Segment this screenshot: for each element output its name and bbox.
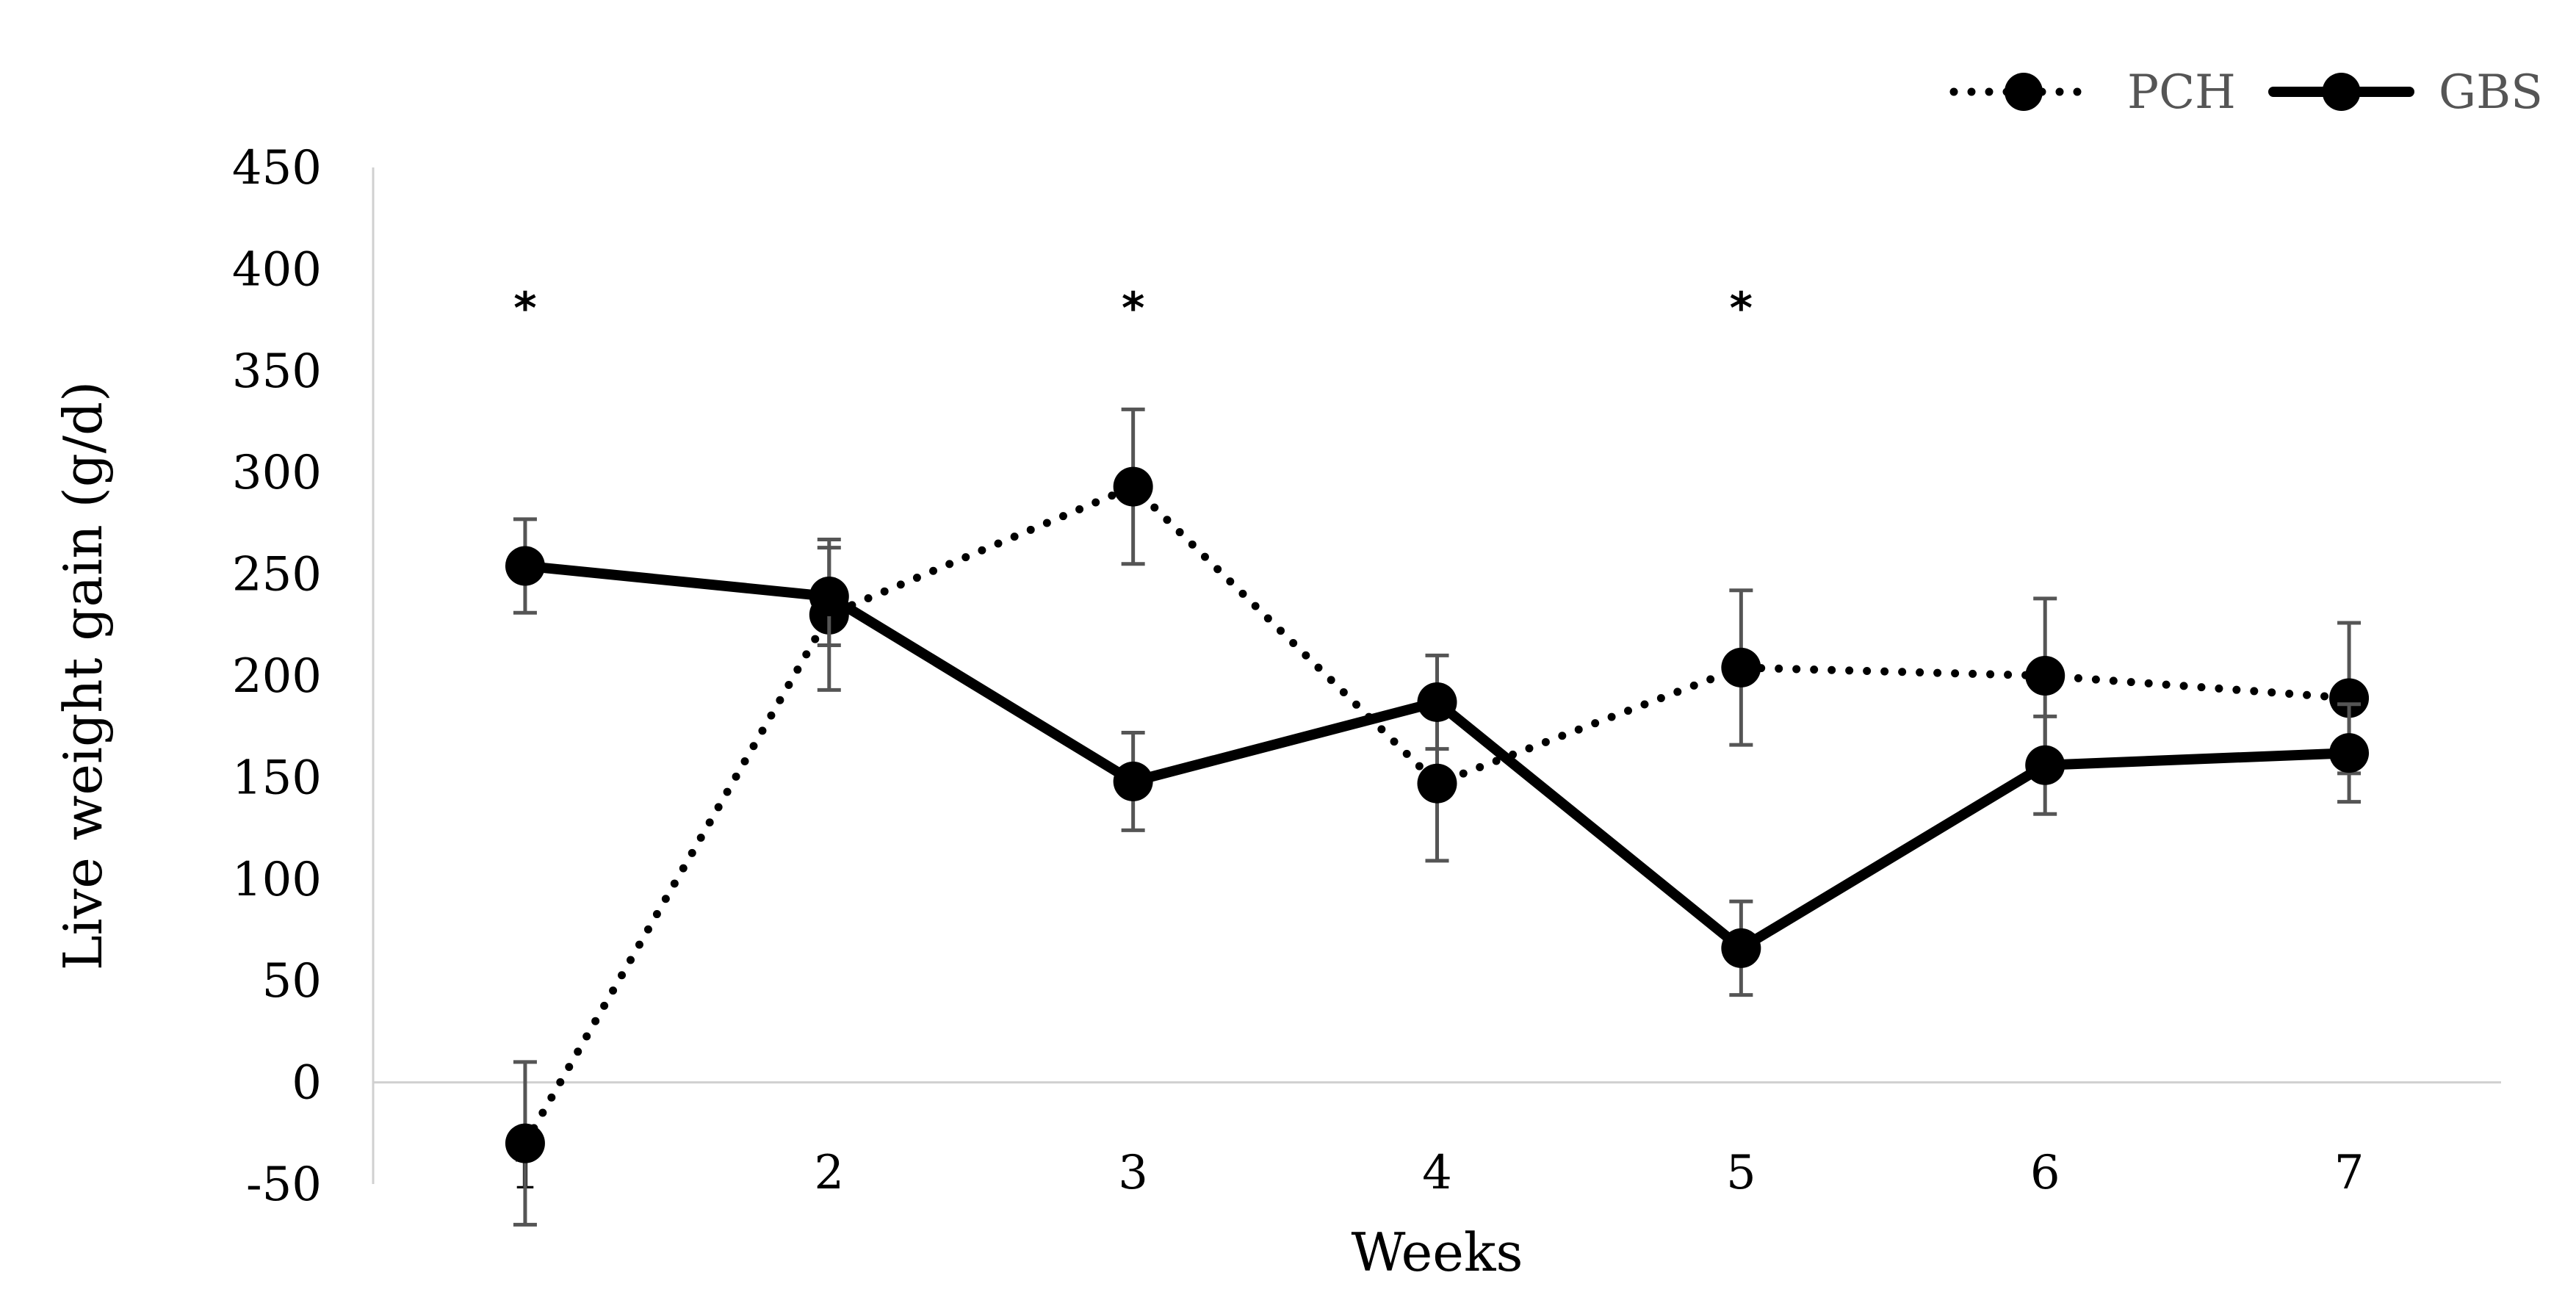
x-axis-title: Weeks bbox=[1352, 1221, 1523, 1283]
x-tick-label: 3 bbox=[1118, 1146, 1148, 1200]
x-tick-label: 7 bbox=[2334, 1146, 2364, 1200]
data-point bbox=[2025, 745, 2066, 785]
y-tick-label: 400 bbox=[232, 242, 322, 297]
data-point bbox=[809, 577, 849, 617]
y-tick-label: 200 bbox=[232, 649, 322, 704]
y-tick-label: 0 bbox=[292, 1056, 322, 1111]
data-point bbox=[1721, 928, 1761, 968]
y-tick-label: 300 bbox=[232, 446, 322, 500]
series-pch bbox=[505, 407, 2370, 1227]
series-layer bbox=[505, 407, 2370, 1227]
legend-marker-gbs bbox=[2322, 73, 2361, 111]
data-point bbox=[1417, 763, 1457, 804]
significance-marks: * * * bbox=[513, 283, 1753, 334]
y-tick-labels: -50 0 50 100 150 200 250 300 350 400 450 bbox=[232, 141, 322, 1212]
legend-marker-pch bbox=[2005, 73, 2043, 111]
significance-asterisk: * bbox=[1730, 283, 1753, 334]
y-tick-label: 150 bbox=[232, 751, 322, 805]
data-point bbox=[1113, 761, 1153, 801]
x-tick-label: 6 bbox=[2030, 1146, 2060, 1200]
data-point bbox=[505, 546, 545, 586]
legend: PCH GBS bbox=[1949, 65, 2543, 120]
x-tick-label: 2 bbox=[814, 1146, 844, 1200]
legend-label-gbs: GBS bbox=[2439, 65, 2543, 120]
y-tick-label: 100 bbox=[232, 853, 322, 907]
data-point bbox=[1417, 682, 1457, 722]
data-point bbox=[505, 1123, 545, 1163]
data-point bbox=[2025, 656, 2066, 696]
y-tick-label: -50 bbox=[246, 1158, 322, 1212]
series-gbs bbox=[505, 517, 2370, 997]
axes bbox=[372, 167, 2501, 1184]
y-tick-label: 350 bbox=[232, 344, 322, 399]
y-tick-label: 450 bbox=[232, 141, 322, 195]
y-tick-label: 250 bbox=[232, 548, 322, 602]
legend-label-pch: PCH bbox=[2127, 65, 2236, 120]
y-tick-label: 50 bbox=[262, 954, 322, 1008]
significance-asterisk: * bbox=[513, 283, 536, 334]
y-axis-title: Live weight gain (g/d) bbox=[52, 381, 114, 970]
x-tick-label: 5 bbox=[1726, 1146, 1756, 1200]
data-point bbox=[2329, 678, 2370, 718]
data-point bbox=[2329, 733, 2370, 773]
x-tick-label: 4 bbox=[1422, 1146, 1452, 1200]
data-point bbox=[1721, 647, 1761, 687]
significance-asterisk: * bbox=[1122, 283, 1144, 334]
data-point bbox=[1113, 466, 1153, 507]
